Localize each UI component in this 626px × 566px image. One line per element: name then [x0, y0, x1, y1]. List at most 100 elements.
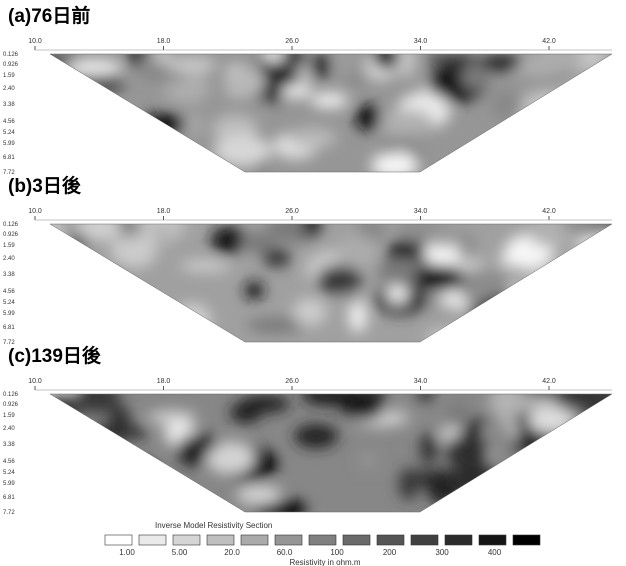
contour-blob [317, 265, 363, 295]
contour-blob [355, 105, 380, 131]
contour-blob [60, 415, 80, 432]
contour-blob [111, 483, 151, 506]
legend-swatch [139, 535, 166, 545]
contour-blob [373, 44, 399, 70]
contour-blob [559, 281, 595, 299]
panel-title: (b)3日後 [8, 174, 82, 197]
contour-blob [447, 433, 488, 470]
contour-blob [244, 281, 263, 299]
depth-label: 5.99 [3, 481, 15, 487]
contour-blob [64, 118, 120, 147]
contour-blob [528, 407, 574, 433]
contour-blob [536, 272, 564, 301]
figure: (a)76日前10.018.026.034.042.00.1260.9261.5… [0, 0, 626, 566]
contour-blob [479, 502, 530, 517]
contour-blob [26, 303, 76, 322]
contour-blob [524, 91, 572, 110]
contour-blob [165, 56, 217, 73]
x-tick-label: 34.0 [414, 208, 428, 215]
legend-label: 1.00 [119, 548, 135, 557]
contour-blob [491, 90, 522, 120]
contour-blob [311, 93, 348, 108]
x-tick-label: 10.0 [28, 378, 42, 385]
contour-blob [359, 450, 377, 471]
contour-blob [39, 430, 77, 451]
depth-label: 2.40 [3, 86, 15, 92]
x-tick-label: 18.0 [157, 38, 171, 45]
legend-label: 60.0 [277, 548, 293, 557]
legend-title: Inverse Model Resistivity Section [155, 521, 272, 530]
depth-label: 5.99 [3, 311, 15, 317]
x-tick-label: 34.0 [414, 38, 428, 45]
x-tick-label: 26.0 [285, 208, 299, 215]
legend-label: 100 [330, 548, 344, 557]
depth-label: 7.72 [3, 510, 15, 516]
depth-label: 2.40 [3, 426, 15, 432]
depth-label: 5.24 [3, 130, 15, 136]
legend-swatch [479, 535, 506, 545]
depth-label: 1.59 [3, 413, 15, 419]
contour-blob [518, 298, 554, 319]
contour-blob [180, 261, 231, 271]
x-tick-label: 34.0 [414, 378, 428, 385]
contour-blob [420, 432, 438, 465]
contour-blob [123, 145, 148, 172]
depth-label: 0.926 [3, 232, 19, 238]
x-tick-label: 18.0 [157, 208, 171, 215]
depth-label: 4.56 [3, 459, 15, 465]
contour-blob [487, 300, 533, 318]
contour-blob [347, 74, 366, 86]
depth-label: 2.40 [3, 256, 15, 262]
resistivity-section [26, 37, 617, 179]
contour-blob [572, 456, 591, 476]
contour-blob [214, 135, 272, 167]
contour-blob [294, 424, 338, 448]
contour-blob [427, 232, 460, 247]
legend-swatch [411, 535, 438, 545]
contour-blob [100, 268, 129, 289]
contour-blob [580, 385, 623, 421]
x-tick-label: 26.0 [285, 38, 299, 45]
contour-blob [386, 284, 409, 304]
contour-blob [533, 41, 584, 69]
contour-blob [110, 405, 131, 438]
contour-blob [52, 392, 68, 406]
resistivity-section [26, 207, 626, 349]
contour-blob [399, 468, 419, 500]
contour-blob [426, 330, 467, 346]
legend: Inverse Model Resistivity Section1.005.0… [105, 521, 540, 566]
contour-blob [522, 143, 571, 161]
contour-blob [557, 258, 598, 286]
contour-blob [164, 321, 205, 349]
contour-blob [488, 384, 526, 420]
legend-label: 400 [488, 548, 502, 557]
depth-label: 6.81 [3, 495, 15, 501]
contour-blob [337, 234, 377, 269]
depth-label: 6.81 [3, 155, 15, 161]
contour-blob [541, 454, 559, 477]
contour-blob [121, 461, 157, 472]
contour-blob [111, 235, 157, 268]
contour-blob [440, 290, 464, 308]
legend-swatch [513, 535, 540, 545]
contour-blob [225, 67, 266, 97]
x-tick-label: 42.0 [542, 378, 556, 385]
contour-blob [556, 452, 575, 479]
legend-units: Resistivity in ohm.m [289, 558, 360, 566]
x-tick-label: 42.0 [542, 208, 556, 215]
depth-label: 3.38 [3, 442, 15, 448]
legend-swatch [309, 535, 336, 545]
contour-blob [497, 492, 525, 516]
contour-blob [73, 473, 103, 495]
contour-blob [180, 434, 218, 453]
contour-blob [499, 483, 537, 499]
x-tick-label: 26.0 [285, 378, 299, 385]
contour-blob [241, 232, 274, 254]
contour-blob [540, 470, 586, 501]
contour-blob [141, 113, 186, 135]
contour-blob [236, 485, 282, 504]
contour-blob [535, 448, 557, 482]
depth-label: 1.59 [3, 73, 15, 79]
